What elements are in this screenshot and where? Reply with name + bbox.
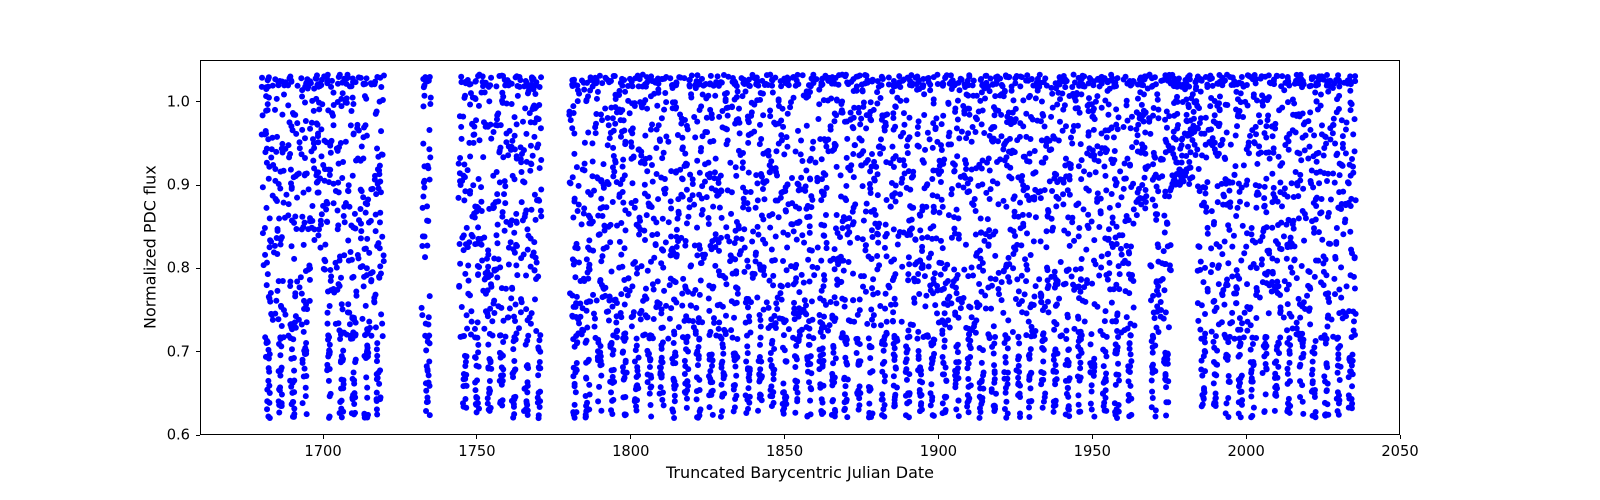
x-tick-mark [938,435,939,439]
x-tick-label: 1700 [304,443,341,460]
x-tick-mark [1400,435,1401,439]
y-tick-label: 0.6 [167,427,190,444]
y-tick-mark [196,435,200,436]
x-tick-label: 1800 [612,443,649,460]
x-tick-label: 2050 [1381,443,1418,460]
y-tick-mark [196,185,200,186]
figure: 1700 1750 1800 1850 1900 1950 2000 2050 0.6 0.7 0.… [0,0,1600,500]
x-tick-label: 1850 [766,443,803,460]
y-tick-label: 0.7 [167,343,190,360]
axes-frame [200,60,1400,435]
axes: 170017501800185019001950200020500.60.70.… [200,60,1400,435]
x-tick-mark [476,435,477,439]
x-tick-label: 1950 [1074,443,1111,460]
x-tick-mark [630,435,631,439]
x-tick-mark [1246,435,1247,439]
x-tick-mark [1092,435,1093,439]
x-tick-label: 1900 [920,443,957,460]
x-axis-label: Truncated Barycentric Julian Date [200,463,1400,482]
x-tick-mark [323,435,324,439]
x-tick-label: 2000 [1227,443,1264,460]
y-tick-mark [196,101,200,102]
y-tick-label: 0.9 [167,177,190,194]
y-tick-label: 1.0 [167,93,190,110]
y-tick-mark [196,268,200,269]
x-tick-label: 1750 [458,443,495,460]
y-axis-label: Normalized PDC flux [140,60,160,435]
x-tick-mark [784,435,785,439]
y-tick-label: 0.8 [167,260,190,277]
y-tick-mark [196,351,200,352]
